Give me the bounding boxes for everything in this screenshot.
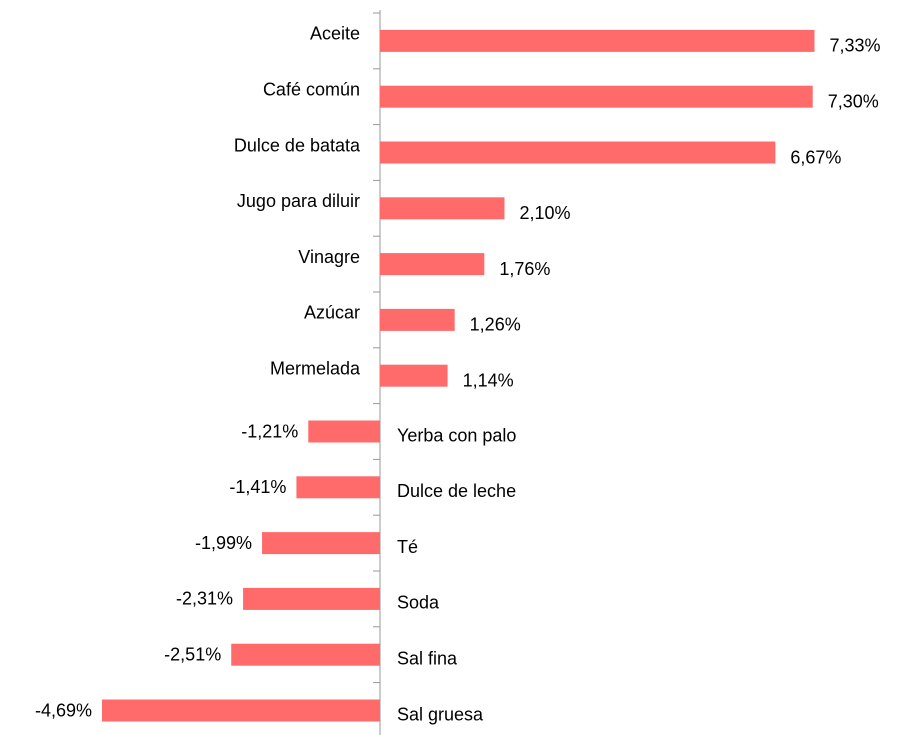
category-label: Yerba con palo — [397, 425, 516, 445]
bar — [380, 253, 485, 276]
category-label: Aceite — [310, 24, 360, 44]
category-label: Azúcar — [304, 303, 360, 323]
value-label: 1,14% — [463, 370, 514, 390]
bar — [102, 699, 380, 722]
bar — [380, 197, 505, 220]
value-label: 1,26% — [470, 315, 521, 335]
bar — [380, 141, 776, 164]
bar — [308, 420, 380, 443]
value-label: -1,21% — [241, 421, 298, 441]
value-label: 2,10% — [519, 203, 570, 223]
value-label: -2,51% — [164, 644, 221, 664]
value-label: 1,76% — [499, 259, 550, 279]
bar — [262, 532, 380, 555]
bar — [231, 643, 380, 666]
category-label: Dulce de batata — [234, 135, 361, 155]
value-label: -4,69% — [35, 700, 92, 720]
category-label: Sal gruesa — [397, 704, 484, 724]
bar — [380, 364, 448, 387]
bar — [296, 476, 380, 499]
category-label: Soda — [397, 593, 440, 613]
bar — [243, 587, 380, 610]
bar — [380, 85, 813, 108]
category-label: Sal fina — [397, 648, 458, 668]
category-label: Dulce de leche — [397, 481, 516, 501]
category-label: Jugo para diluir — [237, 191, 360, 211]
value-label: 6,67% — [790, 147, 841, 167]
value-label: 7,33% — [829, 36, 880, 56]
category-label: Té — [397, 537, 418, 557]
value-label: -1,41% — [229, 477, 286, 497]
category-label: Vinagre — [298, 247, 360, 267]
value-label: -2,31% — [176, 589, 233, 609]
bar — [380, 29, 815, 52]
value-label: -1,99% — [195, 533, 252, 553]
value-label: 7,30% — [828, 91, 879, 111]
category-label: Café común — [263, 79, 360, 99]
bar — [380, 308, 455, 331]
category-label: Mermelada — [270, 358, 361, 378]
